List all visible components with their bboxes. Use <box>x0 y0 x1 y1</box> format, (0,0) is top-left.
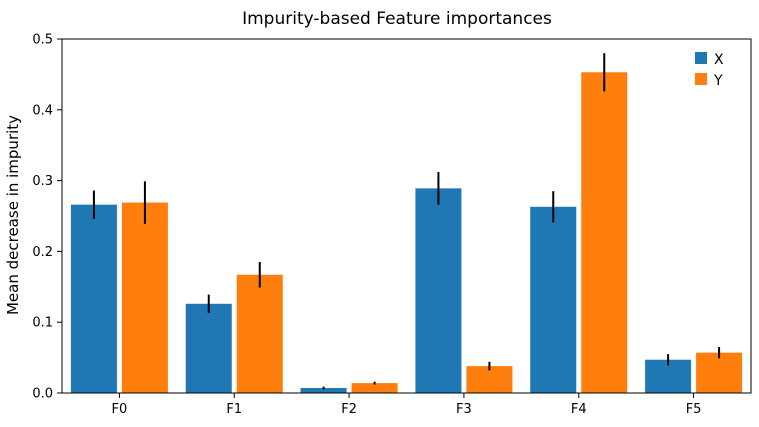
bar-x-f0 <box>70 204 117 393</box>
y-tick-label: 0.5 <box>32 33 53 48</box>
bar-y-f2 <box>351 383 398 393</box>
x-tick-label: F4 <box>571 402 587 417</box>
legend: XY <box>695 52 724 89</box>
bar-y-f0 <box>121 202 168 393</box>
bar-x-f1 <box>185 303 232 393</box>
plot-area: 0.0 0.1 0.2 0.3 0.4 0.5 F0 F1 F2 F3 F4 F5 <box>32 33 752 417</box>
y-tick-label: 0.2 <box>32 245 53 260</box>
bar-y-f5 <box>696 352 743 393</box>
legend-swatch-x <box>695 52 707 64</box>
y-tick-label: 0.0 <box>32 387 53 402</box>
bar-y-f4 <box>581 72 628 393</box>
axes-frame <box>61 38 752 394</box>
y-tick-label: 0.1 <box>32 316 53 331</box>
legend-label-y: Y <box>713 73 723 89</box>
bar-x-f4 <box>530 206 577 393</box>
y-tick-label: 0.3 <box>32 174 53 189</box>
bar-x-f2 <box>300 388 347 393</box>
x-tick-label: F2 <box>341 402 357 417</box>
x-tick-label: F3 <box>456 402 472 417</box>
bar-y-f3 <box>466 366 513 393</box>
y-axis-label: Mean decrease in impurity <box>4 115 22 315</box>
bar-y-f1 <box>236 274 283 393</box>
chart-title: Impurity-based Feature importances <box>242 9 552 29</box>
x-tick-label: F0 <box>112 402 128 417</box>
legend-swatch-y <box>695 73 707 85</box>
x-tick-label: F5 <box>686 402 702 417</box>
bar-x-f3 <box>415 188 462 393</box>
x-tick-label: F1 <box>226 402 242 417</box>
y-tick-label: 0.4 <box>32 103 53 118</box>
legend-label-x: X <box>714 52 724 68</box>
